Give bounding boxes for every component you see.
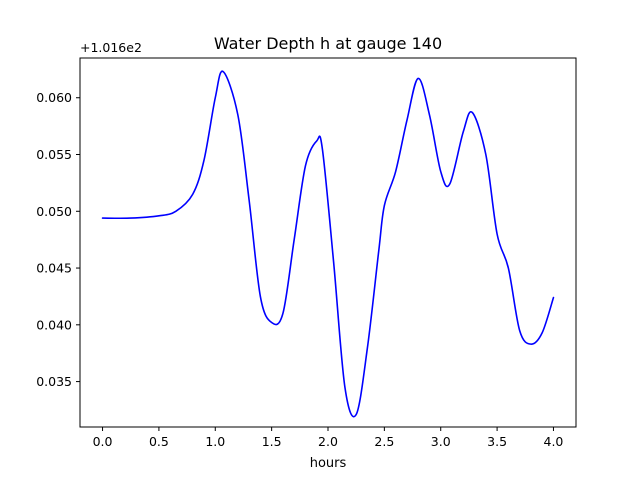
x-tick-label: 2.5 [374,434,394,449]
y-tick-label: 0.050 [36,204,72,219]
y-tick-label: 0.055 [36,147,72,162]
water-depth-series-line [101,70,555,418]
x-tick-label: 3.0 [431,434,451,449]
x-tick-label: 0.5 [149,434,169,449]
y-axis-offset-label: +1.016e2 [80,40,142,55]
y-tick-label: 0.060 [36,90,72,105]
x-tick-label: 1.0 [205,434,225,449]
x-axis-label: hours [310,456,347,471]
x-tick-label: 1.5 [262,434,282,449]
y-tick-label: 0.045 [36,261,72,276]
y-tick-label: 0.040 [36,317,72,332]
x-tick-label: 2.0 [318,434,338,449]
x-tick-label: 0.0 [93,434,113,449]
y-tick-label: 0.035 [36,374,72,389]
plot-frame [79,57,577,428]
y-axis-ticks: 0.035 0.040 0.045 0.050 0.055 0.060 [36,90,80,389]
x-tick-label: 4.0 [544,434,564,449]
x-axis-ticks: 0.0 0.5 1.0 1.5 2.0 2.5 3.0 3.5 4.0 [93,427,564,449]
x-tick-label: 3.5 [487,434,507,449]
series-layer [101,70,555,418]
chart-title: Water Depth h at gauge 140 [214,34,442,53]
